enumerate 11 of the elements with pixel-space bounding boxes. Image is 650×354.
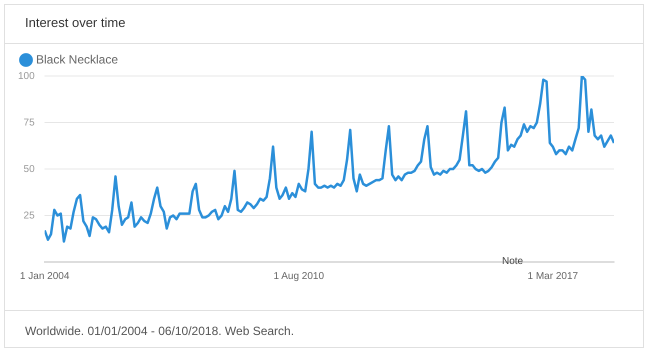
x-tick-label: 1 Jan 2004 <box>20 270 70 282</box>
x-tick-label: 1 Mar 2017 <box>528 270 579 282</box>
y-tick-label: 50 <box>24 164 36 175</box>
y-tick-label: 25 <box>24 210 36 222</box>
x-tick-label: 1 Aug 2010 <box>273 270 324 282</box>
annotation: Note <box>502 256 524 267</box>
y-tick-label: 75 <box>24 117 36 128</box>
chart-title: Interest over time <box>25 15 126 30</box>
y-tick-label: 100 <box>18 70 36 82</box>
text: Worldwide. 01/01/2004 - 06/10/2018. Web Search. <box>25 324 294 338</box>
legend-label: Black Necklace <box>36 52 118 66</box>
